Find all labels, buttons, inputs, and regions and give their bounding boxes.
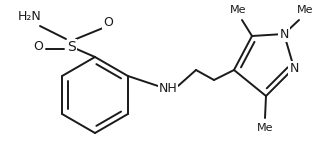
Text: Me: Me xyxy=(230,5,246,15)
Text: Me: Me xyxy=(257,123,273,133)
Text: O: O xyxy=(103,16,113,29)
Text: N: N xyxy=(279,27,289,40)
Text: N: N xyxy=(289,61,299,74)
Text: Me: Me xyxy=(297,5,313,15)
Text: NH: NH xyxy=(159,82,177,95)
Text: O: O xyxy=(33,40,43,53)
Text: S: S xyxy=(68,40,76,54)
Text: H₂N: H₂N xyxy=(18,10,42,22)
